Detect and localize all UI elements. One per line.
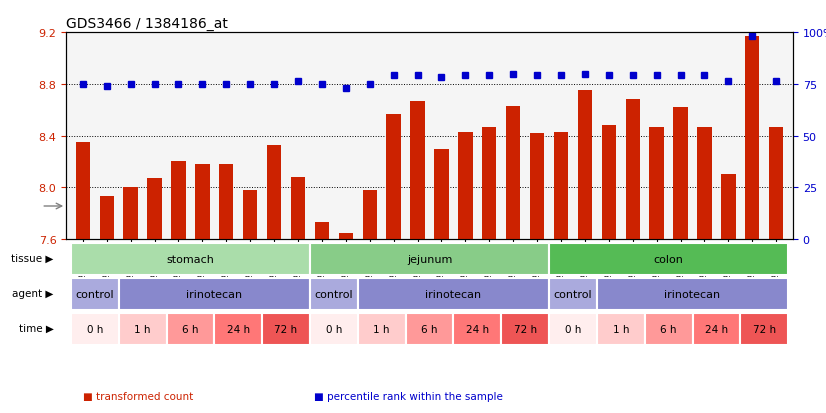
Bar (100, 197, 114, 240)
Bar (645, 313, 692, 345)
Bar (697, 127, 712, 240)
Bar (71, 313, 119, 345)
Bar (769, 127, 783, 240)
Bar (310, 278, 358, 310)
Bar (387, 114, 401, 240)
Bar (549, 243, 788, 275)
Bar (119, 313, 167, 345)
Bar (549, 278, 597, 310)
Bar (745, 37, 759, 240)
Text: jejunum: jejunum (407, 254, 452, 264)
Bar (214, 313, 262, 345)
Bar (267, 145, 282, 240)
Text: ■ transformed count: ■ transformed count (83, 392, 192, 401)
Bar (406, 313, 453, 345)
Text: 1 h: 1 h (613, 324, 629, 335)
Bar (501, 313, 549, 345)
Text: colon: colon (653, 254, 684, 264)
Bar (315, 223, 329, 240)
Text: 72 h: 72 h (274, 324, 297, 335)
Text: 72 h: 72 h (514, 324, 537, 335)
Bar (71, 243, 310, 275)
Text: 72 h: 72 h (752, 324, 776, 335)
Bar (358, 313, 406, 345)
Bar (358, 278, 549, 310)
Text: 6 h: 6 h (183, 324, 199, 335)
Text: agent ▶: agent ▶ (12, 288, 54, 298)
Text: tissue ▶: tissue ▶ (12, 253, 54, 263)
Text: 1 h: 1 h (135, 324, 151, 335)
Text: 24 h: 24 h (466, 324, 489, 335)
Bar (692, 313, 740, 345)
Bar (554, 133, 568, 240)
Text: stomach: stomach (167, 254, 215, 264)
Bar (243, 190, 258, 240)
Bar (262, 313, 310, 345)
Bar (530, 134, 544, 240)
Text: ■ percentile rank within the sample: ■ percentile rank within the sample (314, 392, 503, 401)
Bar (597, 313, 645, 345)
Text: 24 h: 24 h (226, 324, 249, 335)
Text: 24 h: 24 h (705, 324, 728, 335)
Bar (597, 278, 788, 310)
Bar (577, 91, 592, 240)
Bar (721, 175, 736, 240)
Bar (740, 313, 788, 345)
Bar (549, 313, 597, 345)
Text: 0 h: 0 h (87, 324, 103, 335)
Bar (167, 313, 214, 345)
Text: 0 h: 0 h (325, 324, 342, 335)
Bar (363, 190, 377, 240)
Text: irinotecan: irinotecan (186, 289, 242, 299)
Bar (147, 179, 162, 240)
Text: time ▶: time ▶ (19, 323, 54, 333)
Text: 0 h: 0 h (565, 324, 582, 335)
Bar (71, 278, 119, 310)
Text: control: control (553, 289, 592, 299)
Bar (310, 313, 358, 345)
Bar (601, 126, 616, 240)
Text: control: control (75, 289, 114, 299)
Bar (291, 178, 305, 240)
Text: irinotecan: irinotecan (664, 289, 720, 299)
Text: GDS3466 / 1384186_at: GDS3466 / 1384186_at (66, 17, 228, 31)
Bar (171, 162, 186, 240)
Bar (625, 100, 640, 240)
Bar (453, 313, 501, 345)
Bar (673, 108, 688, 240)
Bar (310, 243, 549, 275)
Bar (339, 233, 353, 240)
Text: 1 h: 1 h (373, 324, 390, 335)
Bar (411, 102, 425, 240)
Text: irinotecan: irinotecan (425, 289, 482, 299)
Bar (123, 188, 138, 240)
Bar (219, 165, 234, 240)
Text: 6 h: 6 h (421, 324, 438, 335)
Bar (649, 127, 664, 240)
Bar (195, 165, 210, 240)
Bar (482, 127, 496, 240)
Bar (434, 149, 449, 240)
Text: control: control (315, 289, 354, 299)
Bar (119, 278, 310, 310)
Bar (76, 143, 90, 240)
Bar (458, 133, 472, 240)
Text: 6 h: 6 h (660, 324, 676, 335)
Bar (506, 107, 520, 240)
